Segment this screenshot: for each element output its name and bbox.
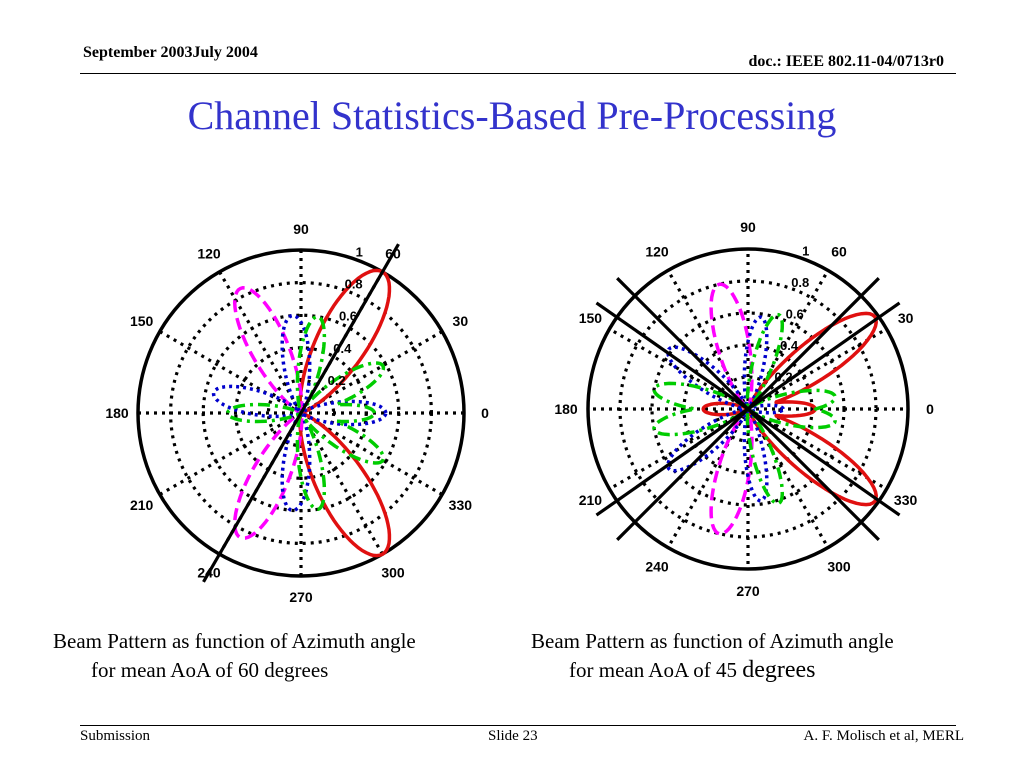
- chart2-radial-tick-label: 0.2: [775, 369, 793, 384]
- chart1-radial-tick-label: 1: [356, 244, 363, 259]
- chart1-grid-spoke: [300, 411, 443, 496]
- caption-right: Beam Pattern as function of Azimuth angl…: [531, 627, 894, 685]
- chart2-series-4-curve: [652, 312, 837, 506]
- chart2-grid-spoke: [747, 407, 888, 491]
- chart1-angle-tick-label: 210: [130, 497, 154, 513]
- header-doc-id: doc.: IEEE 802.11-04/0713r0: [748, 53, 944, 70]
- caption-right-line2: for mean AoA of 45 degrees: [531, 656, 894, 685]
- chart1-reference-line: [202, 243, 400, 583]
- chart2-reference-line: [616, 277, 880, 541]
- chart2-angle-tick-label: 270: [736, 583, 760, 599]
- footer-divider: [80, 725, 956, 726]
- caption-right-line1: Beam Pattern as function of Azimuth angl…: [531, 629, 894, 653]
- caption-right-line2-a: for mean AoA of 45: [569, 658, 743, 682]
- caption-left-line2: for mean AoA of 60 degrees: [91, 658, 329, 682]
- chart1-angle-tick-label: 240: [197, 564, 221, 580]
- chart2-angle-tick-label: 30: [898, 310, 914, 326]
- chart1-grid-spoke: [159, 411, 302, 496]
- chart2-angle-tick-label: 300: [827, 559, 851, 575]
- chart1-grid-spoke: [218, 271, 303, 414]
- footer-authors: A. F. Molisch et al, MERL: [803, 728, 964, 744]
- header-divider: [80, 73, 956, 74]
- chart2-angle-tick-label: 0: [926, 401, 934, 417]
- chart2-angle-tick-label: 120: [645, 243, 669, 259]
- chart2-grid-spoke: [747, 327, 888, 411]
- chart1-radial-tick-label: 0.6: [339, 309, 357, 324]
- chart1-angle-tick-label: 150: [130, 313, 154, 329]
- chart1-angle-tick-label: 30: [453, 313, 469, 329]
- chart2-radial-tick-label: 1: [802, 243, 809, 258]
- caption-left: Beam Pattern as function of Azimuth angl…: [53, 627, 416, 685]
- chart2-angle-tick-label: 210: [579, 492, 603, 508]
- chart2-series-1-curve: [701, 311, 878, 507]
- chart1-outer-ring: [136, 248, 466, 578]
- chart1-angle-tick-label: 60: [385, 246, 401, 262]
- chart1-angle-tick-label: 330: [449, 497, 473, 513]
- chart2-grid-spoke: [666, 408, 750, 549]
- chart2-radial-tick-label: 0.4: [780, 338, 799, 353]
- polar-charts: 0.2 0.4 0.6 0.8 1 0 30 60 90 120 150 180 210 240 270 30…: [105, 219, 934, 605]
- chart2-grid-spoke: [608, 327, 749, 411]
- chart2-angle-tick-label: 240: [645, 559, 669, 575]
- chart2-angle-tick-label: 180: [554, 401, 578, 417]
- caption-left-line1: Beam Pattern as function of Azimuth angl…: [53, 629, 416, 653]
- chart1-angle-tick-label: 90: [293, 221, 309, 237]
- chart1-angle-tick-label: 120: [197, 246, 221, 262]
- header-date: September 2003July 2004: [83, 44, 258, 61]
- chart2-angle-tick-label: 150: [579, 310, 603, 326]
- chart1-radial-tick-label: 0.2: [328, 373, 346, 388]
- chart1-angle-tick-label: 300: [381, 564, 405, 580]
- chart1-angle-tick-label: 180: [105, 405, 129, 421]
- caption-right-line2-b: degrees: [742, 657, 816, 683]
- chart1-angle-tick-label: 270: [289, 589, 313, 605]
- chart1-angle-tick-label: 0: [481, 405, 489, 421]
- chart1-radial-tick-label: 0.8: [345, 277, 363, 292]
- chart2-radial-tick-label: 0.8: [791, 275, 809, 290]
- chart1-radial-tick-label: 0.4: [333, 341, 352, 356]
- chart2-radial-tick-label: 0.6: [786, 306, 804, 321]
- chart2-angle-tick-label: 90: [740, 219, 756, 235]
- chart1-grid-spoke: [299, 412, 384, 555]
- chart1-grid-spoke: [159, 330, 302, 415]
- slide-title: Channel Statistics-Based Pre-Processing: [187, 93, 837, 138]
- chart1-grid-spoke: [300, 330, 443, 415]
- chart2-angle-tick-label: 60: [831, 243, 847, 259]
- footer-slide-number: Slide 23: [488, 728, 538, 744]
- chart2-angle-tick-label: 330: [894, 492, 918, 508]
- footer-submission: Submission: [80, 728, 151, 744]
- chart2-outer-ring: [586, 247, 910, 571]
